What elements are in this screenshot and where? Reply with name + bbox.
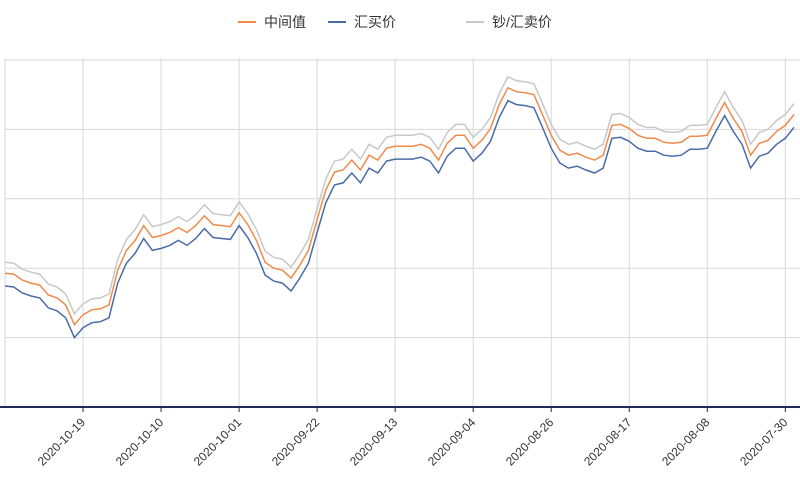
x-tick-label: 2020-10-01 xyxy=(191,415,245,469)
x-tick-label: 2020-07-30 xyxy=(737,415,791,469)
x-tick-label: 2020-10-10 xyxy=(113,415,167,469)
x-tick-label: 2020-08-26 xyxy=(503,415,557,469)
x-tick-label: 2020-08-17 xyxy=(581,415,635,469)
series-line xyxy=(4,99,795,339)
series-line xyxy=(4,75,795,316)
legend-label: 汇买价 xyxy=(354,14,396,30)
x-tick-label: 2020-09-22 xyxy=(269,415,323,469)
series-line xyxy=(4,86,795,327)
legend-label: 中间值 xyxy=(264,14,306,30)
x-tick-label: 2020-10-19 xyxy=(35,415,89,469)
x-tick-label: 2020-08-08 xyxy=(659,415,713,469)
x-tick-label: 2020-09-04 xyxy=(425,415,479,469)
legend-label: 钞/汇卖价 xyxy=(492,14,552,30)
x-tick-label: 2020-09-13 xyxy=(347,415,401,469)
